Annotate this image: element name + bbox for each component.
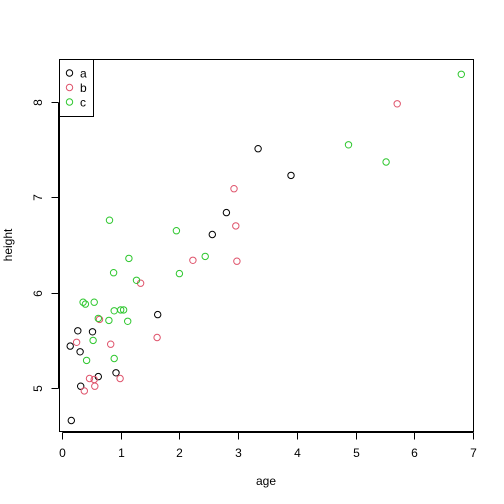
x-tick-label: 5 bbox=[353, 446, 360, 460]
point-b bbox=[230, 185, 238, 193]
point-c bbox=[105, 216, 114, 224]
point-c bbox=[89, 336, 97, 345]
point-a bbox=[66, 342, 74, 350]
point-b bbox=[153, 333, 161, 342]
x-tick-label: 1 bbox=[118, 446, 125, 460]
x-tick-label: 0 bbox=[59, 446, 66, 460]
point-c bbox=[90, 298, 98, 306]
legend-marker-a bbox=[65, 69, 74, 77]
y-tick-label: 8 bbox=[31, 99, 45, 106]
point-a bbox=[112, 369, 120, 377]
y-tick-label: 6 bbox=[31, 290, 45, 297]
point-c bbox=[344, 141, 353, 149]
point-b bbox=[233, 257, 241, 265]
point-b bbox=[393, 100, 401, 108]
point-a bbox=[222, 208, 231, 217]
point-a bbox=[67, 416, 76, 425]
point-a bbox=[254, 145, 262, 153]
point-c bbox=[110, 354, 118, 363]
point-b bbox=[232, 222, 240, 230]
point-b bbox=[91, 382, 99, 390]
x-tick-label: 6 bbox=[411, 446, 418, 460]
point-b bbox=[72, 338, 81, 346]
x-tick-label: 4 bbox=[294, 446, 301, 460]
x-tick-label: 3 bbox=[235, 446, 242, 460]
point-c bbox=[110, 307, 118, 315]
x-axis-title: age bbox=[256, 474, 276, 488]
point-b bbox=[95, 315, 104, 324]
legend-label-b: b bbox=[80, 81, 87, 95]
point-a bbox=[154, 310, 162, 319]
point-a bbox=[208, 230, 217, 239]
point-c bbox=[132, 276, 141, 284]
legend-label-c: c bbox=[80, 96, 86, 110]
point-a bbox=[88, 328, 97, 336]
legend-marker-c bbox=[65, 98, 74, 106]
y-axis-title: height bbox=[1, 228, 15, 261]
y-tick-label: 7 bbox=[31, 194, 45, 201]
legend: abc bbox=[59, 59, 94, 117]
legend-label-a: a bbox=[80, 67, 87, 81]
point-a bbox=[287, 171, 295, 180]
point-a bbox=[74, 327, 82, 335]
point-c bbox=[124, 317, 132, 325]
point-c bbox=[457, 70, 465, 79]
x-tick-label: 2 bbox=[176, 446, 183, 460]
point-c bbox=[201, 252, 209, 261]
point-c bbox=[82, 356, 91, 365]
point-b bbox=[107, 340, 115, 348]
legend-marker-b bbox=[65, 83, 74, 92]
point-c bbox=[94, 314, 103, 323]
point-a bbox=[77, 382, 85, 390]
point-c bbox=[109, 269, 118, 277]
y-tick-label: 5 bbox=[31, 385, 45, 392]
point-c bbox=[382, 158, 390, 166]
point-c bbox=[175, 269, 184, 278]
point-c bbox=[81, 300, 90, 308]
point-c bbox=[172, 227, 181, 235]
point-b bbox=[80, 387, 89, 395]
point-b bbox=[116, 374, 124, 383]
x-tick-label: 7 bbox=[470, 446, 477, 460]
legend-box bbox=[59, 59, 94, 117]
point-b bbox=[189, 256, 197, 264]
point-b bbox=[85, 374, 94, 383]
point-c bbox=[119, 306, 128, 314]
point-c bbox=[125, 254, 133, 263]
data-points bbox=[66, 70, 465, 425]
axes: 0 1 2 3 4 5 6 7 5 6 7 8 bbox=[31, 59, 477, 460]
plot-frame bbox=[59, 59, 474, 432]
point-a bbox=[76, 348, 84, 356]
point-c bbox=[117, 306, 125, 314]
point-c bbox=[105, 316, 113, 325]
point-c bbox=[79, 298, 87, 306]
